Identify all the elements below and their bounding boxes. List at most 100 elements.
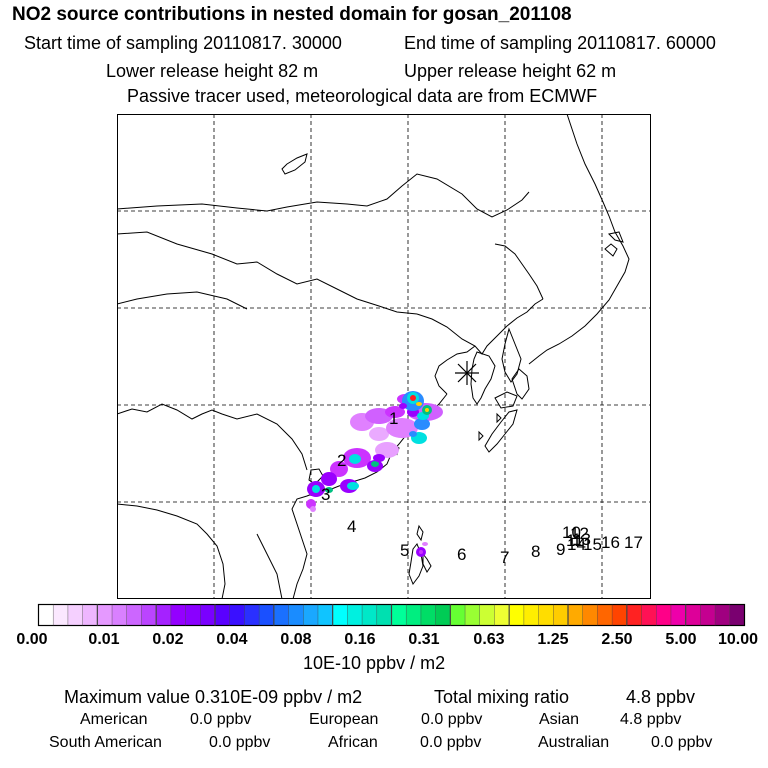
colorbar-cell <box>523 604 539 626</box>
start-time: Start time of sampling 20110817. 30000 <box>24 33 342 53</box>
colorbar-cell <box>450 604 466 626</box>
colorbar-tick-label: 0.02 <box>152 631 184 648</box>
colorbar-cell <box>97 604 113 626</box>
upper-release-height: Upper release height 62 m <box>404 61 617 81</box>
source-label-7: 7 <box>500 548 509 567</box>
colorbar-cell <box>156 604 172 626</box>
colorbar-tick-label: 0.01 <box>88 631 120 648</box>
colorbar-cell <box>112 604 128 626</box>
colorbar-cell <box>612 604 628 626</box>
colorbar-cell <box>420 604 437 626</box>
colorbar-cell <box>582 604 598 626</box>
colorbar-cell <box>597 604 613 626</box>
colorbar-cell <box>82 604 98 626</box>
south-american-label: South American <box>49 734 162 751</box>
colorbar-cell <box>685 604 701 626</box>
colorbar-cell <box>200 604 216 626</box>
colorbar-cell <box>303 604 319 626</box>
source-label-5: 5 <box>400 541 409 560</box>
colorbar-tick-label: 0.04 <box>216 631 248 648</box>
colorbar-cell <box>641 604 657 626</box>
american-value: 0.0 ppbv <box>190 711 252 728</box>
grid-lines <box>117 114 651 599</box>
colorbar-cell <box>479 604 495 626</box>
plot-title: NO2 source contributions in nested domai… <box>12 4 572 25</box>
colorbar-cell <box>347 604 363 626</box>
colorbar-cell <box>215 604 231 626</box>
source-label-12: 12 <box>570 524 589 543</box>
asian-label: Asian <box>539 711 580 728</box>
colorbar-cell <box>229 604 245 626</box>
source-labels: 1 2 3 4 5 6 7 8 9 10 11 12 13 14 15 16 1… <box>321 409 643 567</box>
colorbar-tick-label: 0.00 <box>16 631 48 648</box>
source-label-9: 9 <box>556 540 565 559</box>
colorbar-cell <box>715 604 731 626</box>
colorbar-cell <box>406 604 422 626</box>
colorbar-tick-label: 1.25 <box>537 631 569 648</box>
colorbar-cell <box>126 604 142 626</box>
colorbar-cell <box>553 604 569 626</box>
map-panel: 1 2 3 4 5 6 7 8 9 10 11 12 13 14 15 16 1… <box>117 114 651 599</box>
source-label-16: 16 <box>601 533 620 552</box>
american-label: American <box>80 711 148 728</box>
south-american-value: 0.0 ppbv <box>209 734 271 751</box>
colorbar-cell <box>362 604 378 626</box>
colorbar-cell <box>273 604 289 626</box>
colorbar-cell <box>391 604 407 626</box>
colorbar-cell <box>185 604 201 626</box>
colorbar-tick-label: 5.00 <box>665 631 697 648</box>
european-label: European <box>309 711 379 728</box>
source-label-10: 10 <box>562 523 581 542</box>
total-mixing-ratio-label: Total mixing ratio <box>434 687 570 707</box>
colorbar-cell <box>376 604 392 626</box>
australian-label: Australian <box>538 734 610 751</box>
map-frame <box>117 114 651 599</box>
tracer-info: Passive tracer used, meteorological data… <box>127 86 598 106</box>
colorbar-cell <box>656 604 672 626</box>
colorbar-cell <box>170 604 186 626</box>
colorbar-cell <box>332 604 348 626</box>
colorbar-cell <box>670 604 687 626</box>
source-label-8: 8 <box>531 542 540 561</box>
colorbar-cell <box>729 604 745 626</box>
max-value: Maximum value 0.310E-09 ppbv / m2 <box>64 687 363 707</box>
colorbar-cells <box>38 604 745 626</box>
colorbar-tick-label: 0.63 <box>473 631 505 648</box>
source-label-3: 3 <box>321 485 330 504</box>
source-label-14: 14 <box>567 535 586 554</box>
colorbar-cell <box>317 604 334 626</box>
lower-release-height: Lower release height 82 m <box>106 61 319 81</box>
source-label-15: 15 <box>583 535 602 554</box>
colorbar-tick-label: 0.08 <box>280 631 312 648</box>
source-label-13: 13 <box>572 530 591 549</box>
colorbar-cell <box>626 604 642 626</box>
colorbar-unit: 10E-10 ppbv / m2 <box>303 653 446 673</box>
colorbar-tick-label: 0.16 <box>344 631 376 648</box>
source-label-6: 6 <box>457 545 466 564</box>
source-label-4: 4 <box>347 517 356 536</box>
colorbar-tick-marks <box>53 604 730 626</box>
colorbar-cell <box>700 604 716 626</box>
tracer-plume <box>306 391 443 557</box>
australian-value: 0.0 ppbv <box>651 734 713 751</box>
source-label-17: 17 <box>624 533 643 552</box>
colorbar-cell <box>67 604 84 626</box>
source-label-2: 2 <box>337 451 346 470</box>
colorbar-cell <box>141 604 157 626</box>
colorbar-cell <box>259 604 275 626</box>
colorbar-cell <box>538 604 554 626</box>
colorbar-cell <box>435 604 451 626</box>
colorbar-cell <box>494 604 510 626</box>
end-time: End time of sampling 20110817. 60000 <box>404 33 716 53</box>
colorbar-cell <box>38 604 54 626</box>
source-label-1: 1 <box>389 409 398 428</box>
european-value: 0.0 ppbv <box>421 711 483 728</box>
receptor-marker <box>455 361 479 385</box>
colorbar-cell <box>53 604 69 626</box>
colorbar-cell <box>509 604 525 626</box>
colorbar-tick-label: 10.00 <box>717 631 759 648</box>
african-value: 0.0 ppbv <box>420 734 482 751</box>
colorbar-tick-label: 2.50 <box>601 631 633 648</box>
colorbar <box>37 603 746 627</box>
total-mixing-ratio-value: 4.8 ppbv <box>626 687 696 707</box>
